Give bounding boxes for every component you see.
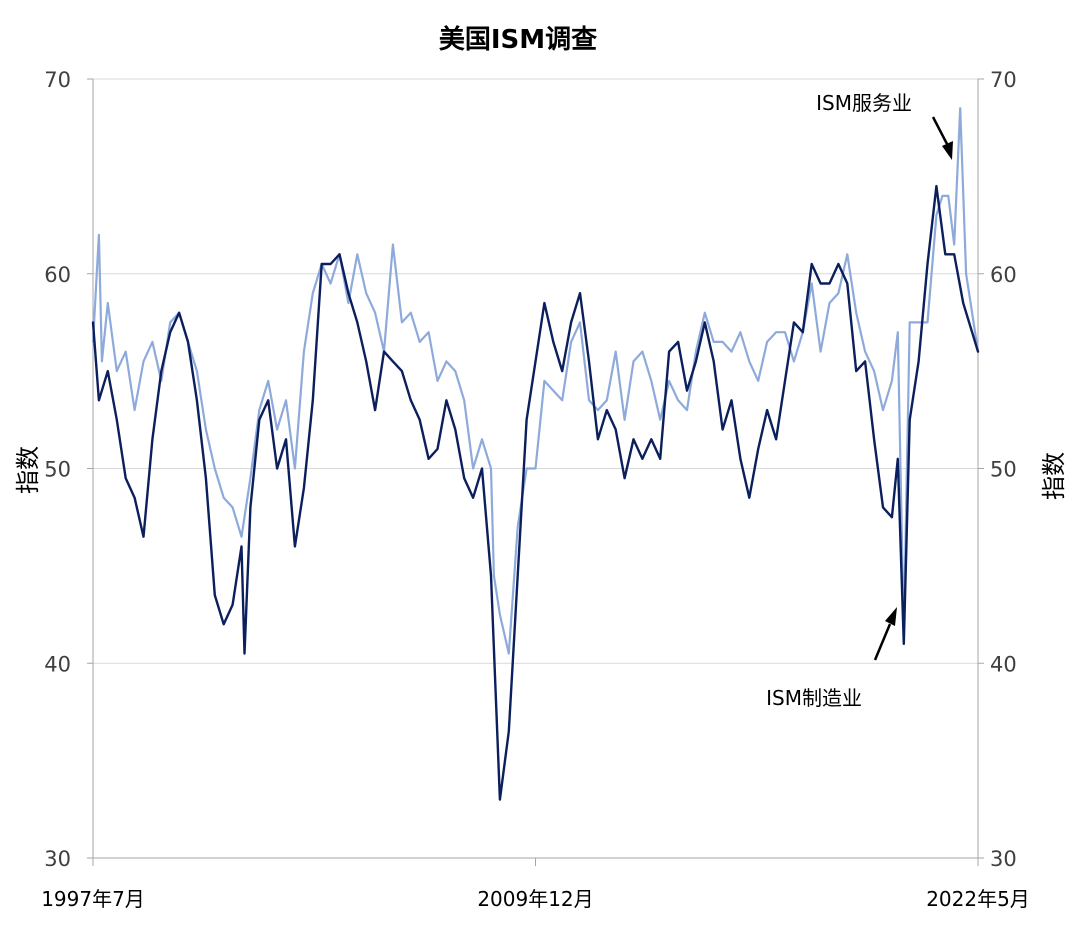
y-ticks-left: 30 40 50 60 70: [44, 68, 71, 871]
y-tick-label-left: 40: [44, 652, 71, 676]
y-tick-label-left: 60: [44, 263, 71, 287]
x-tick-label: 1997年7月: [41, 887, 145, 911]
y-tick-label-right: 50: [990, 458, 1017, 482]
annotations: ISM服务业 ISM制造业: [766, 91, 953, 710]
series-line-services: [91, 107, 980, 655]
x-ticks: 1997年7月 2009年12月 2022年5月: [41, 887, 1030, 911]
x-tick-label: 2009年12月: [477, 887, 593, 911]
y-axis-title-right: 指数: [1040, 452, 1068, 500]
chart-title: 美国ISM调查: [439, 24, 597, 55]
y-tick-label-right: 40: [990, 652, 1017, 676]
series-lines: [91, 107, 980, 801]
y-tick-label-left: 30: [44, 847, 71, 871]
annotation-manufacturing-label: ISM制造业: [766, 686, 862, 710]
x-tick-label: 2022年5月: [926, 887, 1030, 911]
y-axis-title-left: 指数: [14, 446, 42, 494]
y-tick-label-left: 70: [44, 68, 71, 92]
annotation-manufacturing-arrowhead: [885, 607, 897, 626]
series-line-manufacturing: [91, 184, 980, 801]
annotation-services-label: ISM服务业: [816, 91, 912, 115]
y-tick-label-left: 50: [44, 458, 71, 482]
annotation-services-arrow: [931, 116, 949, 145]
y-tick-label-right: 70: [990, 68, 1017, 92]
y-tick-label-right: 30: [990, 847, 1017, 871]
annotation-services-arrowhead: [942, 141, 953, 160]
gridlines: [93, 78, 978, 664]
y-ticks-right: 30 40 50 60 70: [990, 68, 1017, 871]
axes: [87, 78, 984, 866]
y-tick-label-right: 60: [990, 263, 1017, 287]
annotation-manufacturing-arrow: [873, 623, 892, 661]
